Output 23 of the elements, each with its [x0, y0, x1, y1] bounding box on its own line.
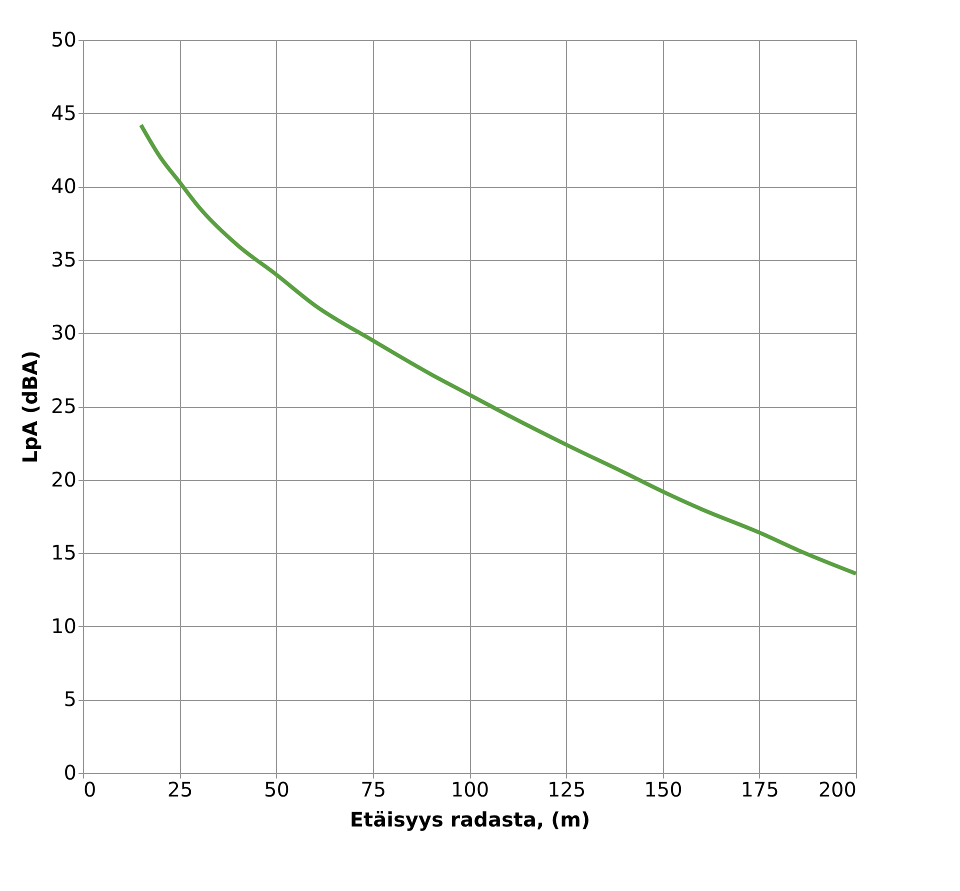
x-tick-label: 150: [644, 778, 682, 802]
y-tick-label: 30: [51, 320, 76, 345]
y-tick-label: 15: [51, 540, 76, 565]
x-axis-title: Etäisyys radasta, (m): [350, 808, 590, 832]
y-tick-label: 20: [51, 467, 76, 492]
x-tick-label: 25: [167, 778, 193, 802]
x-tick-label: 75: [360, 778, 386, 802]
y-tick-label: 40: [51, 174, 76, 198]
y-tick-label: 50: [51, 28, 76, 52]
y-tick-label: 45: [51, 100, 76, 125]
y-tick-label: 25: [51, 394, 76, 418]
x-tick-label: 125: [548, 778, 586, 802]
x-tick-label: 50: [264, 778, 290, 802]
x-tick-label: 200: [818, 778, 856, 802]
line-series: [138, 123, 858, 576]
x-tick-label: 175: [740, 778, 779, 802]
y-tick-label: 35: [51, 247, 76, 272]
x-tick-label: 100: [450, 778, 490, 802]
y-tick-label: 5: [64, 687, 76, 712]
y-tick-label: 0: [64, 760, 76, 784]
y-axis-title: LpA (dBA): [18, 350, 42, 464]
x-tick-label: 0: [84, 778, 96, 802]
y-tick-label: 10: [51, 614, 76, 638]
